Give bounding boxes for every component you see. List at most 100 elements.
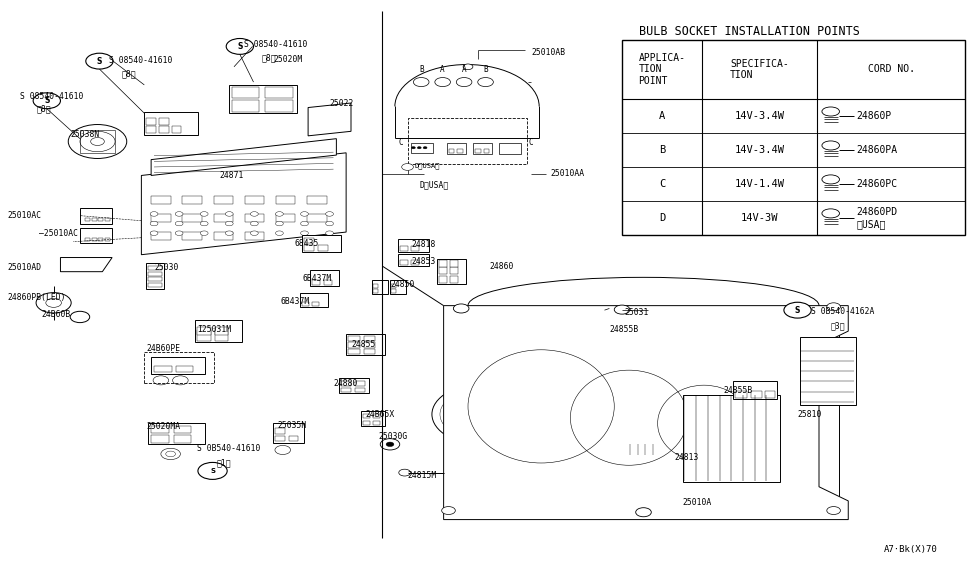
Circle shape — [399, 469, 410, 476]
Circle shape — [456, 78, 472, 87]
Bar — [304, 245, 314, 251]
Bar — [390, 280, 406, 294]
Bar — [302, 302, 309, 306]
Circle shape — [173, 376, 188, 385]
Circle shape — [200, 231, 208, 235]
Bar — [105, 238, 110, 241]
Circle shape — [91, 138, 104, 145]
Bar — [276, 196, 295, 204]
Circle shape — [68, 125, 127, 158]
Bar — [364, 336, 375, 341]
Text: APPLICA-
TION
POINT: APPLICA- TION POINT — [639, 53, 685, 86]
Bar — [182, 214, 202, 222]
Bar — [622, 40, 965, 235]
Bar — [172, 126, 181, 133]
Bar — [302, 235, 341, 252]
Bar — [398, 239, 429, 252]
Text: 25010AD: 25010AD — [8, 263, 42, 272]
Circle shape — [251, 212, 258, 216]
Bar — [800, 337, 856, 405]
Bar — [159, 126, 169, 133]
Bar — [400, 260, 408, 265]
Circle shape — [86, 53, 113, 69]
Polygon shape — [444, 306, 848, 520]
Bar — [475, 149, 481, 153]
Circle shape — [70, 311, 90, 323]
Bar — [174, 426, 191, 433]
Circle shape — [225, 212, 233, 216]
Circle shape — [440, 388, 531, 441]
Text: 24860: 24860 — [489, 261, 514, 271]
Bar — [182, 232, 202, 240]
Circle shape — [161, 448, 180, 460]
Circle shape — [480, 411, 491, 418]
Bar — [148, 283, 162, 287]
Bar — [265, 100, 292, 112]
Text: S 08540-41610: S 08540-41610 — [20, 92, 83, 101]
Bar — [411, 143, 433, 153]
Bar — [339, 378, 369, 393]
Bar — [312, 280, 320, 285]
Circle shape — [276, 231, 284, 235]
Bar — [372, 280, 388, 294]
Text: 25810: 25810 — [798, 410, 822, 419]
Bar — [312, 302, 319, 306]
Bar — [146, 126, 156, 133]
Bar — [214, 232, 233, 240]
Circle shape — [276, 221, 284, 226]
Circle shape — [80, 131, 115, 152]
Text: C: C — [528, 138, 533, 147]
Circle shape — [300, 221, 308, 226]
Circle shape — [36, 293, 71, 313]
Text: 24853: 24853 — [411, 257, 436, 266]
Circle shape — [380, 439, 400, 450]
Polygon shape — [60, 258, 112, 272]
Bar — [232, 100, 259, 112]
Bar — [154, 366, 172, 372]
Bar — [151, 435, 169, 443]
Circle shape — [46, 298, 61, 307]
Bar — [276, 214, 295, 222]
Text: D: D — [659, 213, 665, 223]
Text: A: A — [441, 65, 445, 74]
Bar — [398, 254, 429, 266]
Text: SPECIFICA-
TION: SPECIFICA- TION — [730, 58, 789, 80]
Circle shape — [326, 231, 333, 235]
Bar — [341, 388, 351, 392]
Text: 24860PC: 24860PC — [856, 179, 897, 189]
Bar — [373, 289, 378, 293]
Circle shape — [300, 212, 308, 216]
Text: ＼3／: ＼3／ — [831, 321, 845, 330]
Bar — [318, 245, 328, 251]
Text: 14V-3.4W: 14V-3.4W — [734, 145, 785, 155]
Bar — [411, 246, 419, 251]
Bar — [273, 423, 304, 443]
Bar — [151, 426, 169, 433]
Text: 25020M: 25020M — [273, 55, 302, 64]
Text: 25010AC: 25010AC — [8, 211, 42, 220]
Bar — [265, 87, 292, 98]
Text: 24880: 24880 — [333, 379, 358, 388]
Circle shape — [251, 231, 258, 235]
Text: —25010AC: —25010AC — [39, 229, 78, 238]
Circle shape — [417, 147, 421, 149]
Bar — [307, 214, 327, 222]
Bar — [391, 284, 396, 288]
Circle shape — [784, 302, 811, 318]
Bar — [232, 87, 259, 98]
Circle shape — [463, 64, 473, 70]
Circle shape — [549, 383, 656, 445]
Bar — [450, 276, 458, 283]
Bar — [85, 218, 90, 221]
Text: 14V-1.4W: 14V-1.4W — [734, 179, 785, 189]
Text: 24855: 24855 — [351, 340, 375, 349]
Bar — [275, 436, 285, 441]
Bar — [289, 436, 298, 441]
Bar — [348, 349, 360, 354]
Text: 24B60PE: 24B60PE — [146, 344, 180, 353]
Text: B: B — [484, 65, 488, 74]
Bar — [151, 196, 171, 204]
Bar — [629, 443, 660, 456]
Text: 25010A: 25010A — [682, 498, 712, 507]
Bar — [245, 196, 264, 204]
